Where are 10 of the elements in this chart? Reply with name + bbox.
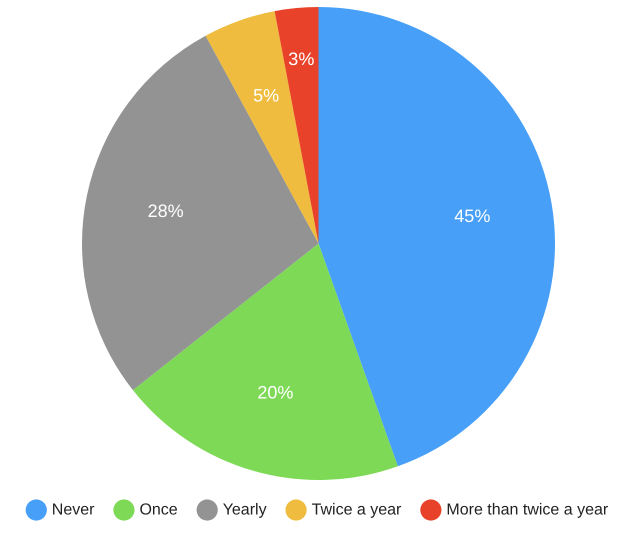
data-label: 45% <box>454 206 490 226</box>
legend-label: Never <box>52 501 96 518</box>
legend-label: Yearly <box>222 501 267 518</box>
legend-label: More than twice a year <box>446 501 609 518</box>
data-label: 5% <box>253 85 280 106</box>
data-label: 20% <box>257 382 294 402</box>
data-label: 3% <box>288 48 314 69</box>
data-label: 28% <box>148 201 184 222</box>
legend-label: Twice a year <box>312 501 402 518</box>
legend-label: Once <box>139 501 178 518</box>
